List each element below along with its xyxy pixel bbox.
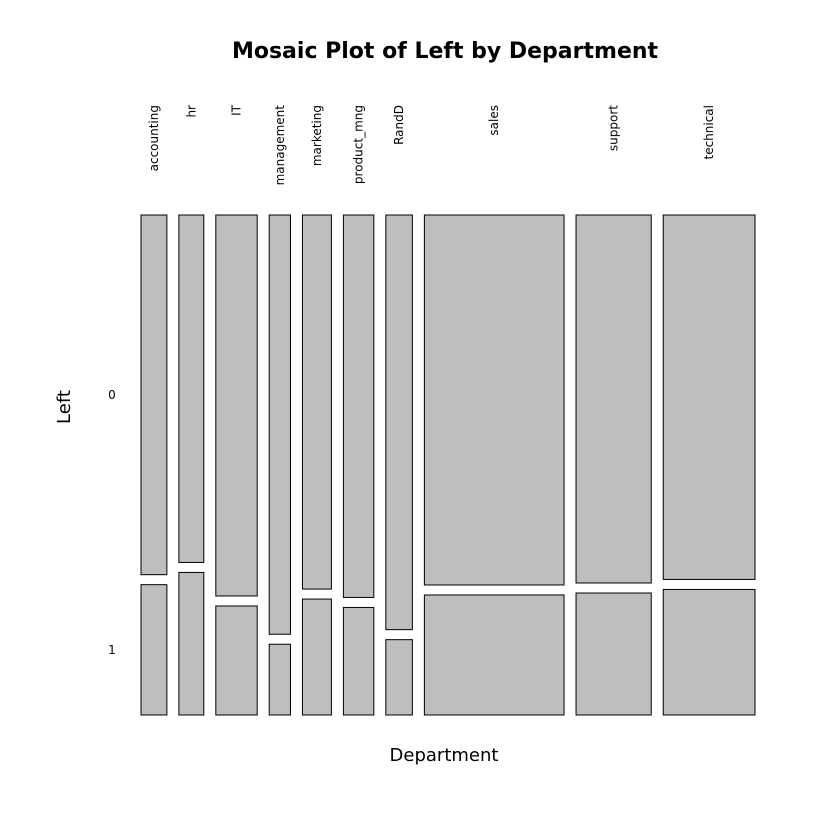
mosaic-tile (575, 214, 652, 584)
mosaic-tile (342, 214, 375, 598)
column-label: hr (184, 105, 198, 118)
mosaic-tile (178, 571, 205, 716)
mosaic-tile (140, 584, 168, 716)
mosaic-tile (301, 598, 332, 716)
column-label: RandD (392, 105, 406, 145)
y-axis-label: Left (54, 390, 75, 424)
row-label: 0 (108, 388, 116, 402)
column-label: sales (487, 105, 501, 136)
mosaic-tile (423, 594, 565, 716)
mosaic-tile (140, 214, 168, 576)
column-label: support (607, 105, 621, 151)
column-label: marketing (310, 105, 324, 166)
mosaic-tile (662, 214, 756, 580)
mosaic-tile (215, 605, 258, 716)
mosaic-tile (423, 214, 565, 586)
mosaic-tile (662, 588, 756, 716)
row-label: 1 (108, 643, 116, 657)
mosaic-tile (215, 214, 258, 597)
mosaic-tile (178, 214, 205, 563)
column-label: management (273, 105, 287, 186)
column-label: IT (230, 104, 244, 116)
x-axis-label: Department (390, 745, 499, 766)
column-label: accounting (147, 105, 161, 171)
mosaic-tile (301, 214, 332, 590)
mosaic-tile (342, 606, 375, 716)
column-label: product_mng (352, 105, 366, 184)
mosaic-tile (268, 214, 291, 635)
mosaic-tile (575, 592, 652, 716)
column-label: technical (702, 105, 716, 160)
chart-title: Mosaic Plot of Left by Department (232, 39, 659, 64)
mosaic-tile (385, 214, 413, 631)
mosaic-tile (268, 643, 291, 716)
mosaic-tile (385, 639, 413, 716)
